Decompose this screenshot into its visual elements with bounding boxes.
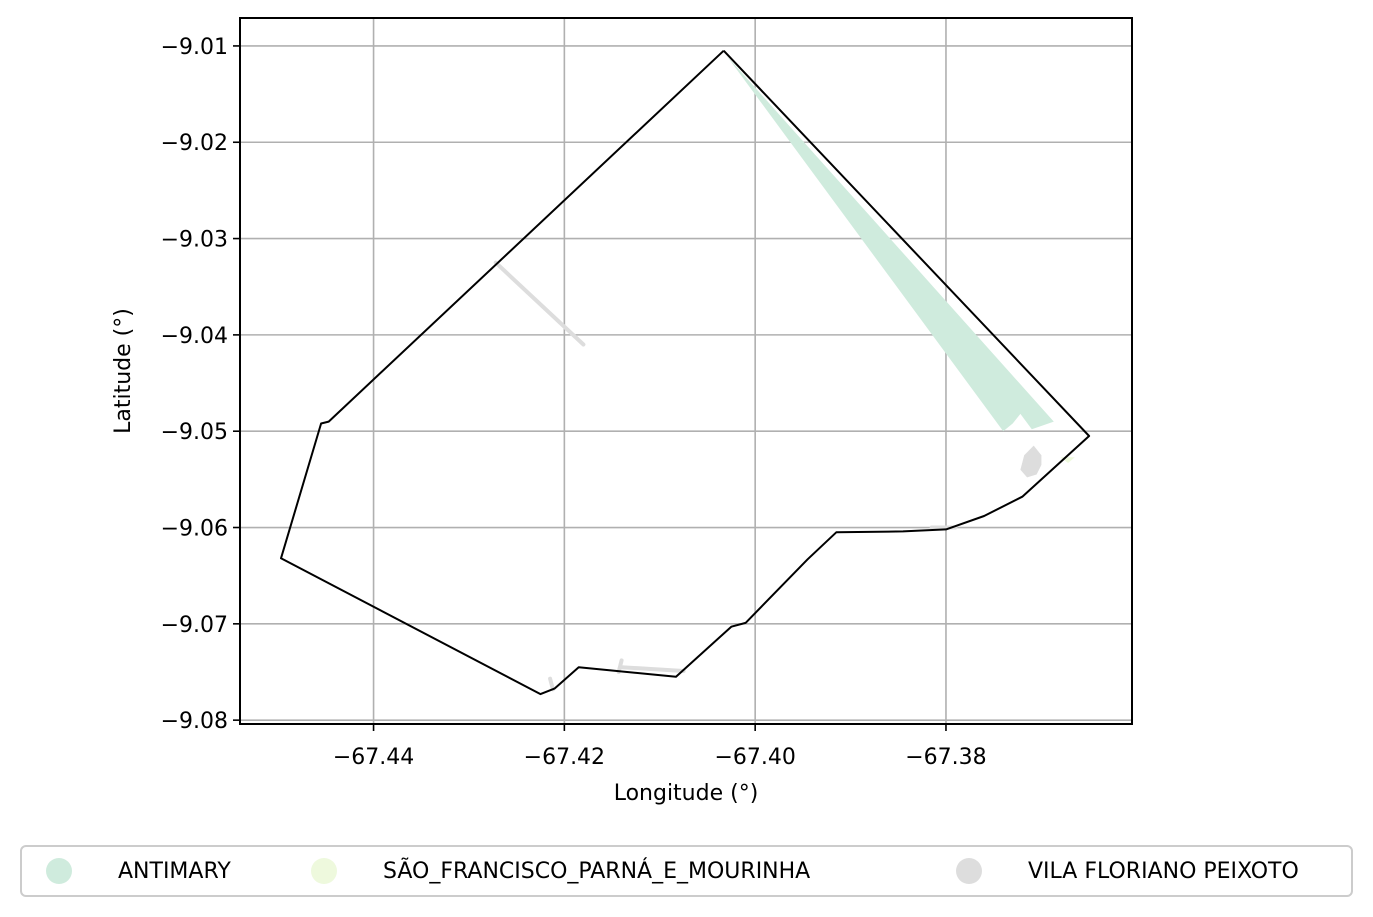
x-tick-label: −67.42 bbox=[524, 745, 605, 770]
region-antimary bbox=[726, 55, 1054, 432]
legend: ANTIMARY SÃO_FRANCISCO_PARNÁ_E_MOURINHA … bbox=[20, 845, 1353, 897]
x-axis-label: Longitude (°) bbox=[614, 781, 759, 806]
legend-swatch-vila-floriano-peixoto bbox=[956, 858, 982, 884]
boundary-line bbox=[280, 49, 1091, 696]
y-axis-label: Latitude (°) bbox=[111, 308, 136, 434]
y-tick-label: −9.07 bbox=[161, 613, 228, 638]
y-tick-label: −9.03 bbox=[161, 228, 228, 253]
y-tick-label: −9.02 bbox=[161, 131, 228, 156]
axes-frame bbox=[239, 17, 1133, 725]
legend-swatch-antimary bbox=[46, 858, 72, 884]
legend-label-antimary: ANTIMARY bbox=[118, 858, 231, 884]
region-vila-floriano-peixoto bbox=[619, 665, 686, 673]
region-vila-floriano-peixoto bbox=[548, 676, 555, 692]
grid bbox=[240, 18, 1132, 724]
y-tick-label: −9.01 bbox=[161, 35, 228, 60]
y-axis-ticks: −9.01 −9.02 −9.03 −9.04 −9.05 −9.06 −9.07 −9.08 bbox=[161, 35, 240, 734]
region-vila-floriano-peixoto bbox=[1020, 445, 1042, 478]
y-tick-label: −9.05 bbox=[161, 420, 228, 445]
y-tick-label: −9.08 bbox=[161, 709, 228, 734]
map-series bbox=[493, 55, 1075, 692]
x-axis-ticks: −67.44 −67.42 −67.40 −67.38 bbox=[333, 724, 987, 770]
municipality-boundary bbox=[280, 49, 1091, 696]
legend-swatch-sao-francisco bbox=[311, 858, 337, 884]
legend-item-sao-francisco: SÃO_FRANCISCO_PARNÁ_E_MOURINHA bbox=[311, 847, 810, 895]
legend-label-sao-francisco: SÃO_FRANCISCO_PARNÁ_E_MOURINHA bbox=[383, 858, 811, 884]
y-tick-label: −9.04 bbox=[161, 324, 228, 349]
x-tick-label: −67.40 bbox=[714, 745, 795, 770]
region-vila-floriano-peixoto bbox=[493, 260, 586, 347]
legend-label-vila-floriano-peixoto: VILA FLORIANO PEIXOTO bbox=[1028, 858, 1299, 884]
y-tick-label: −9.06 bbox=[161, 517, 228, 542]
legend-item-antimary: ANTIMARY bbox=[46, 847, 231, 895]
legend-item-vila-floriano-peixoto: VILA FLORIANO PEIXOTO bbox=[956, 847, 1299, 895]
x-tick-label: −67.44 bbox=[333, 745, 414, 770]
x-tick-label: −67.38 bbox=[905, 745, 986, 770]
